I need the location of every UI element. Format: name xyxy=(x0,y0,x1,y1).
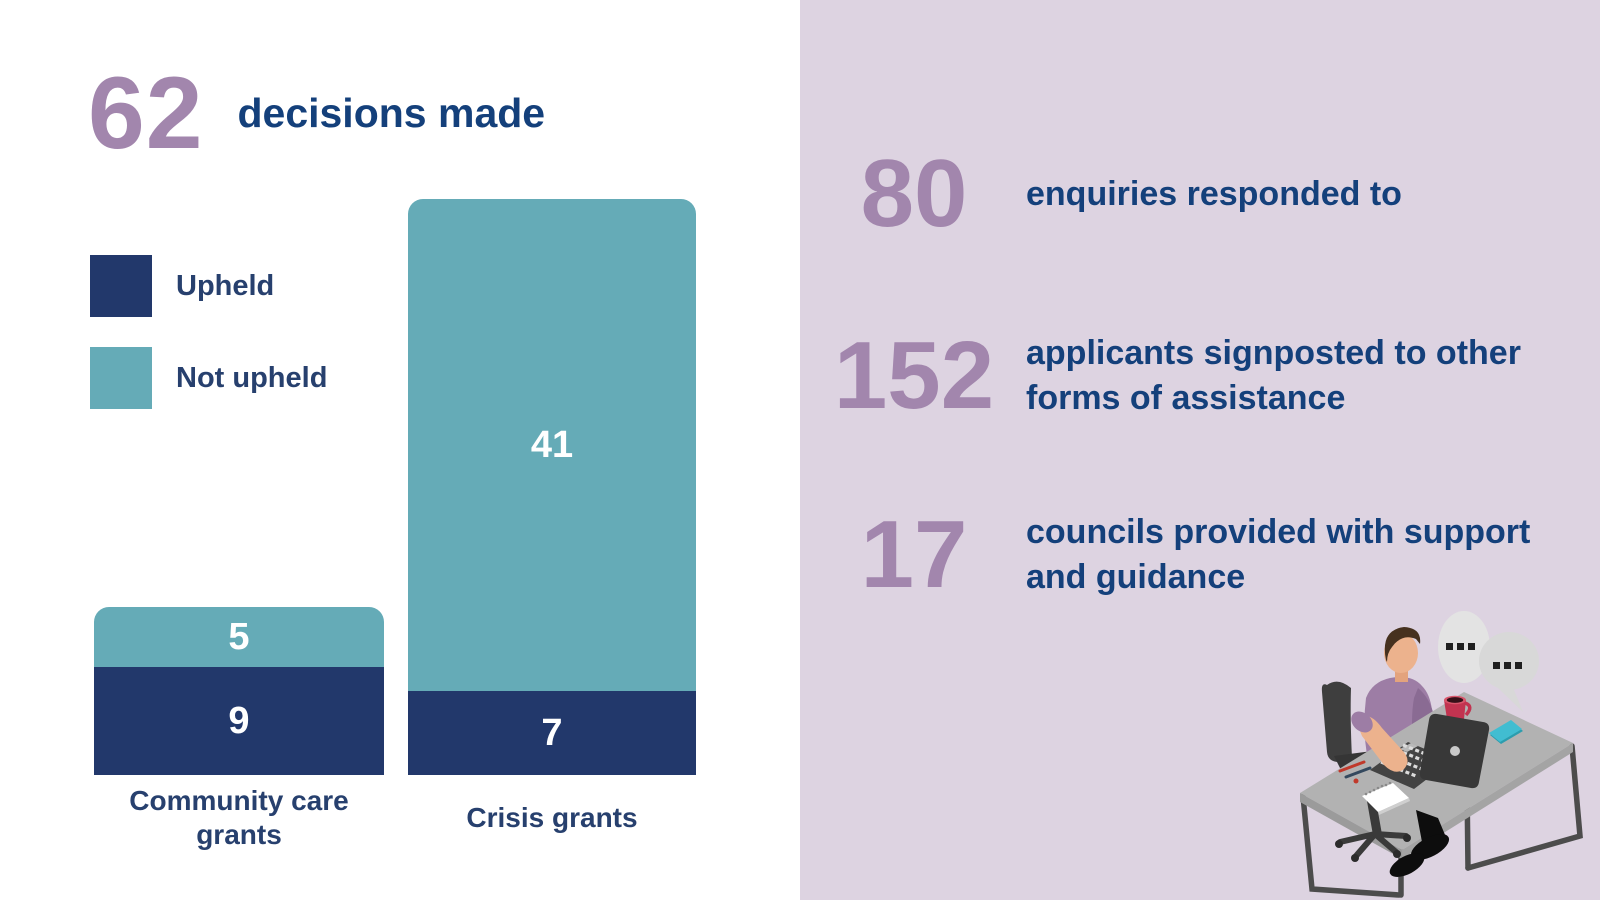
legend-label-not-upheld: Not upheld xyxy=(176,361,328,394)
bar-category-label: Community care grants xyxy=(129,784,349,850)
legend-label-upheld: Upheld xyxy=(176,269,275,302)
speech-bubbles-icon xyxy=(1438,611,1539,712)
bar-value-label: 9 xyxy=(228,699,250,742)
stat-number: 80 xyxy=(860,140,968,247)
legend-item-not-upheld: Not upheld xyxy=(90,347,327,409)
legend-item-upheld: Upheld xyxy=(90,255,327,317)
stat-enquiries: 80 enquiries responded to xyxy=(824,114,1402,274)
pens-icon xyxy=(1338,760,1372,784)
stats-panel: 80 enquiries responded to 152 applicants… xyxy=(800,0,1600,900)
stat-text: applicants signposted to other forms of … xyxy=(1026,334,1521,417)
bar-value-label: 7 xyxy=(541,711,563,754)
decisions-label: decisions made xyxy=(237,89,546,136)
bar-segment-upheld: 7 xyxy=(408,691,696,775)
decisions-count: 62 xyxy=(88,56,204,170)
stat-signposted: 152 applicants signposted to other forms… xyxy=(824,296,1521,456)
not-upheld-swatch-icon xyxy=(90,347,152,409)
decisions-headline: 62 decisions made xyxy=(88,62,545,164)
person-legs xyxy=(1389,810,1450,877)
bar-segment-not-upheld: 41 xyxy=(408,199,696,691)
notepad-icon xyxy=(1362,781,1410,815)
stat-number: 152 xyxy=(833,322,995,429)
bar-value-label: 5 xyxy=(228,615,250,658)
laptop-icon xyxy=(1351,711,1490,789)
upheld-swatch-icon xyxy=(90,255,152,317)
stat-number: 17 xyxy=(860,501,968,608)
stat-text: councils provided with support and guida… xyxy=(1026,513,1531,596)
bar-value-label: 41 xyxy=(530,423,574,466)
mug-icon xyxy=(1444,695,1472,719)
bar-segment-upheld: 9 xyxy=(94,667,384,775)
bar-segment-not-upheld: 5 xyxy=(94,607,384,667)
phone-icon xyxy=(1489,720,1523,744)
bar-category-label: Crisis grants xyxy=(466,801,638,833)
bar-crisis-grants: 7 41 xyxy=(408,199,696,775)
stat-councils: 17 councils provided with support and gu… xyxy=(824,475,1531,635)
chart-legend: Upheld Not upheld xyxy=(90,255,327,409)
stat-text: enquiries responded to xyxy=(1026,174,1402,213)
person-at-desk-illustration xyxy=(1300,611,1583,898)
stacked-bar-chart: 9 5 Community care grants 7 41 Crisis grants xyxy=(94,185,696,865)
